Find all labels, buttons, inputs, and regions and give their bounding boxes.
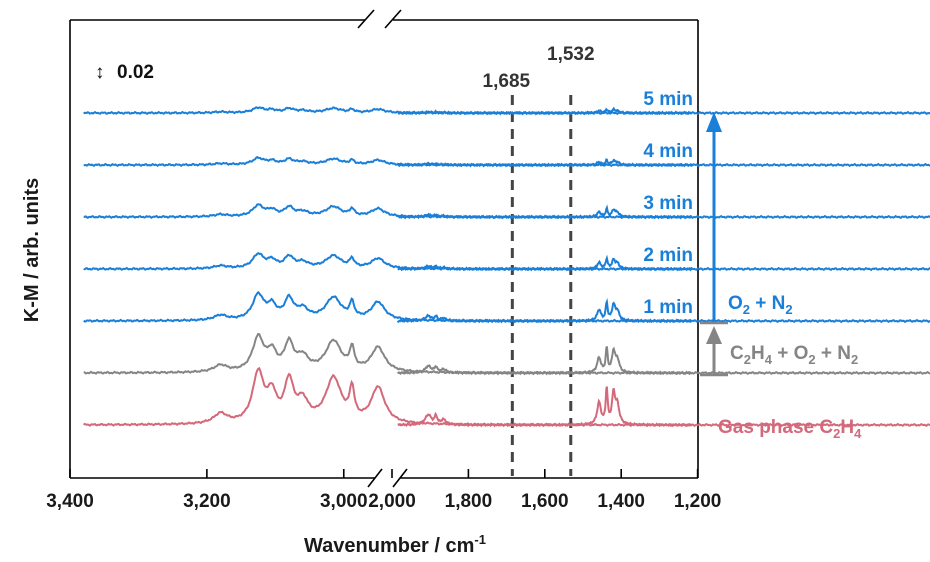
- spectrum-line-low: [397, 158, 693, 168]
- scale-arrow-icon: ↕: [95, 62, 105, 83]
- spectrum-line-low: [397, 386, 693, 428]
- spectrum-line-high: [83, 203, 930, 220]
- time-labels: 5 min 4 min 3 min 2 min 1 min: [643, 89, 693, 318]
- x-tick-label: 1,400: [597, 491, 645, 512]
- series-3-min: [83, 203, 930, 220]
- x-tick-label: 1,600: [521, 491, 569, 512]
- spectrum-line-high: [83, 290, 930, 324]
- time-label: 3 min: [643, 193, 693, 214]
- c2h4o2n2-arrow: [700, 321, 728, 377]
- plot-frame: [69, 9, 699, 488]
- axis-break-bottom-1: [367, 468, 383, 488]
- x-tick-label: 3,400: [46, 491, 94, 512]
- x-axis-tick-labels: 3,400 3,200 3,000 2,000 1,800 1,600 1,400 1,200: [46, 491, 721, 512]
- x-axis-ticks: [69, 469, 699, 478]
- spectrum-line-low: [396, 204, 693, 220]
- x-tick-label: 3,200: [183, 491, 231, 512]
- series-gas-phase-c2h4: [83, 366, 930, 428]
- spectrum-line-low: [397, 254, 693, 272]
- gas-phase-label: Gas phase C2H4: [718, 417, 862, 441]
- x-axis-title: Wavenumber / cm-1: [304, 532, 486, 557]
- o2n2-arrowhead-icon: [706, 112, 722, 132]
- time-label: 1 min: [643, 297, 693, 318]
- series-2-min: [83, 252, 930, 272]
- spectra-series: [83, 106, 930, 428]
- x-tick-label: 3,000: [320, 491, 368, 512]
- reference-line-label: 1,532: [547, 44, 595, 65]
- y-axis-title: K-M / arb. units: [21, 178, 43, 322]
- x-tick-label: 1,800: [445, 491, 493, 512]
- axis-break-top-2: [384, 9, 402, 29]
- scale-value: 0.02: [117, 62, 154, 83]
- time-label: 2 min: [643, 245, 693, 266]
- o2n2-label: O2 + N2: [728, 293, 793, 317]
- time-label: 5 min: [643, 89, 693, 110]
- series-1-min: [83, 290, 930, 324]
- spectrum-line-high: [83, 252, 930, 272]
- x-tick-label: 1,200: [674, 491, 722, 512]
- axis-break-top-1: [357, 9, 375, 29]
- reference-line-label: 1,685: [483, 71, 531, 92]
- spectrum-line-low: [396, 298, 693, 324]
- c2h4o2n2-arrowhead-icon: [706, 326, 722, 344]
- c2h4o2n2-label: C2H4 + O2 + N2: [730, 343, 858, 367]
- spectrum-line-low: [397, 106, 693, 116]
- series-c2h4-o2-n2: [83, 332, 930, 376]
- scale-bar: ↕ 0.02: [95, 62, 154, 83]
- reference-lines: 1,685 1,532: [483, 44, 595, 476]
- series-5-min: [83, 106, 930, 116]
- series-4-min: [83, 155, 930, 168]
- o2n2-arrow: [706, 112, 722, 322]
- axis-break-bottom-2: [392, 468, 408, 488]
- spectrum-line-low: [396, 346, 693, 376]
- time-label: 4 min: [643, 141, 693, 162]
- x-tick-label: 2,000: [368, 491, 416, 512]
